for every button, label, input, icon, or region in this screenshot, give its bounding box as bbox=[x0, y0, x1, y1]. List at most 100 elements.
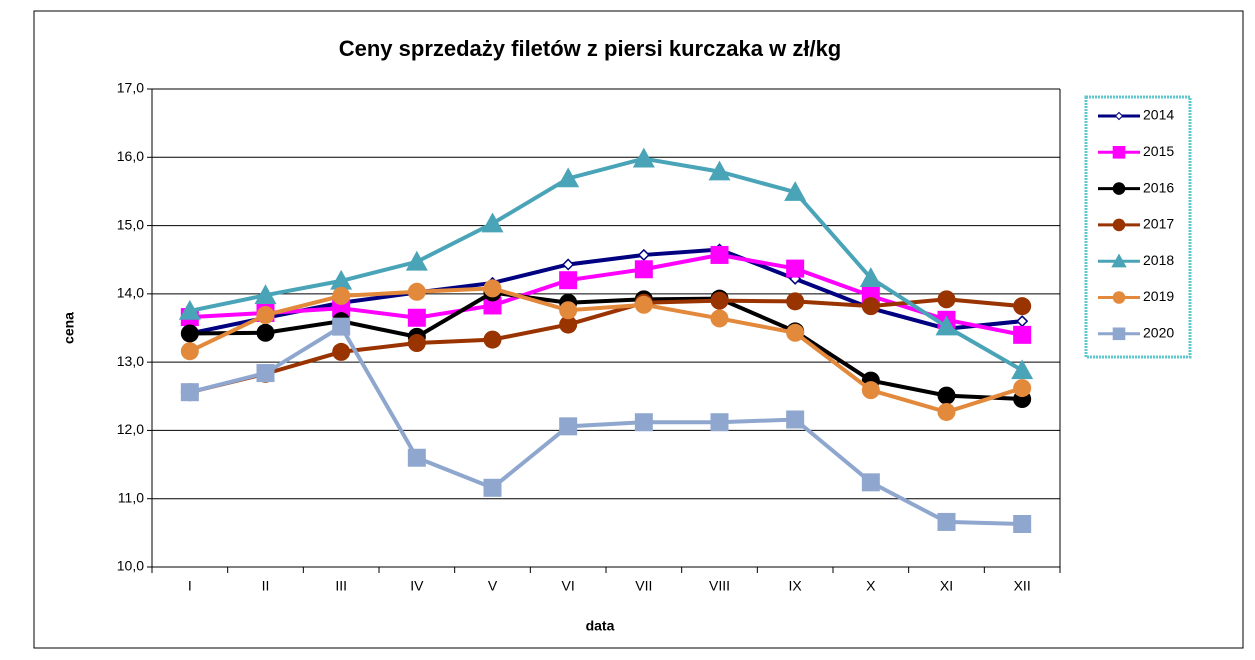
data-point bbox=[710, 309, 729, 328]
y-tick-label: 16,0 bbox=[117, 148, 144, 164]
legend-label: 2018 bbox=[1143, 252, 1174, 268]
y-tick-label: 10,0 bbox=[117, 558, 144, 574]
data-point bbox=[483, 330, 502, 349]
series-line bbox=[188, 286, 1023, 415]
x-tick-label: VI bbox=[562, 578, 575, 594]
data-point bbox=[861, 473, 880, 492]
series-line bbox=[189, 290, 1023, 402]
data-point bbox=[407, 282, 426, 301]
series-line bbox=[189, 252, 1023, 337]
data-point bbox=[407, 334, 426, 353]
series-line bbox=[189, 323, 1023, 526]
data-point bbox=[332, 342, 351, 361]
data-point bbox=[786, 259, 805, 278]
data-point bbox=[1013, 514, 1032, 533]
legend-label: 2020 bbox=[1143, 325, 1174, 341]
data-point bbox=[180, 324, 199, 343]
data-point bbox=[937, 512, 956, 531]
data-point bbox=[559, 417, 578, 436]
data-point bbox=[562, 258, 575, 271]
data-point bbox=[937, 402, 956, 421]
data-point bbox=[559, 301, 578, 320]
x-tick-label: IX bbox=[789, 578, 803, 594]
legend-marker bbox=[1114, 111, 1124, 121]
data-point bbox=[254, 284, 277, 305]
legend-label: 2019 bbox=[1143, 288, 1174, 304]
legend-marker bbox=[1112, 182, 1126, 195]
x-tick-label: IV bbox=[410, 578, 424, 594]
data-point bbox=[710, 291, 729, 310]
data-point bbox=[634, 295, 653, 314]
legend-marker bbox=[1111, 253, 1127, 268]
data-point bbox=[861, 297, 880, 316]
data-point bbox=[332, 317, 351, 336]
series-line bbox=[189, 297, 1023, 395]
data-point bbox=[708, 160, 731, 181]
data-point bbox=[784, 181, 807, 201]
x-tick-label: V bbox=[488, 578, 498, 594]
data-point bbox=[256, 323, 275, 342]
legend-box bbox=[1084, 95, 1192, 359]
data-point bbox=[405, 250, 428, 271]
y-axis-label: cena bbox=[61, 312, 77, 344]
data-point bbox=[559, 315, 578, 334]
data-point bbox=[180, 383, 199, 402]
data-point bbox=[937, 290, 956, 309]
y-tick-label: 12,0 bbox=[117, 421, 144, 437]
data-point bbox=[178, 299, 201, 320]
legend-marker bbox=[1112, 327, 1126, 341]
data-point bbox=[786, 292, 805, 311]
data-point bbox=[330, 269, 353, 290]
legend-label: 2015 bbox=[1143, 143, 1174, 159]
legend-marker bbox=[1112, 146, 1126, 159]
data-point bbox=[710, 245, 729, 264]
data-point bbox=[256, 306, 275, 325]
legend-marker bbox=[1112, 218, 1126, 232]
x-tick-label: X bbox=[866, 578, 876, 594]
x-tick-label: I bbox=[188, 578, 192, 594]
y-tick-label: 17,0 bbox=[117, 80, 144, 96]
data-point bbox=[634, 260, 653, 279]
data-point bbox=[180, 342, 199, 361]
legend-label: 2016 bbox=[1143, 179, 1174, 195]
data-point bbox=[256, 364, 275, 383]
x-tick-label: III bbox=[335, 578, 347, 594]
data-point bbox=[407, 448, 426, 467]
data-point bbox=[1011, 359, 1034, 380]
data-point bbox=[483, 279, 502, 298]
data-point bbox=[483, 478, 502, 497]
data-point bbox=[407, 308, 426, 327]
data-point bbox=[634, 413, 653, 432]
data-point bbox=[481, 212, 504, 233]
data-point bbox=[1013, 297, 1032, 316]
legend-marker bbox=[1112, 291, 1126, 304]
data-point bbox=[861, 381, 880, 400]
x-tick-label: VIII bbox=[709, 578, 730, 594]
x-tick-label: XI bbox=[940, 578, 953, 594]
data-point bbox=[786, 410, 805, 429]
y-tick-label: 15,0 bbox=[117, 216, 144, 232]
x-tick-label: VII bbox=[635, 578, 652, 594]
y-tick-label: 11,0 bbox=[118, 489, 144, 505]
data-point bbox=[632, 147, 655, 168]
chart-title: Ceny sprzedaży filetów z piersi kurczaka… bbox=[339, 36, 842, 61]
data-point bbox=[483, 296, 502, 315]
data-point bbox=[935, 315, 958, 336]
data-point bbox=[859, 267, 882, 287]
data-point bbox=[1013, 325, 1032, 344]
data-point bbox=[786, 323, 805, 342]
x-tick-label: II bbox=[262, 578, 270, 594]
data-point bbox=[557, 167, 580, 188]
x-axis-label: data bbox=[586, 618, 615, 634]
data-point bbox=[559, 271, 578, 290]
legend-label: 2017 bbox=[1143, 216, 1174, 232]
data-point bbox=[937, 386, 956, 405]
y-tick-label: 13,0 bbox=[117, 353, 144, 369]
data-point bbox=[332, 286, 351, 305]
x-tick-label: XII bbox=[1014, 578, 1031, 594]
y-tick-label: 14,0 bbox=[117, 285, 144, 301]
series-line bbox=[189, 247, 1023, 336]
data-point bbox=[637, 248, 650, 261]
